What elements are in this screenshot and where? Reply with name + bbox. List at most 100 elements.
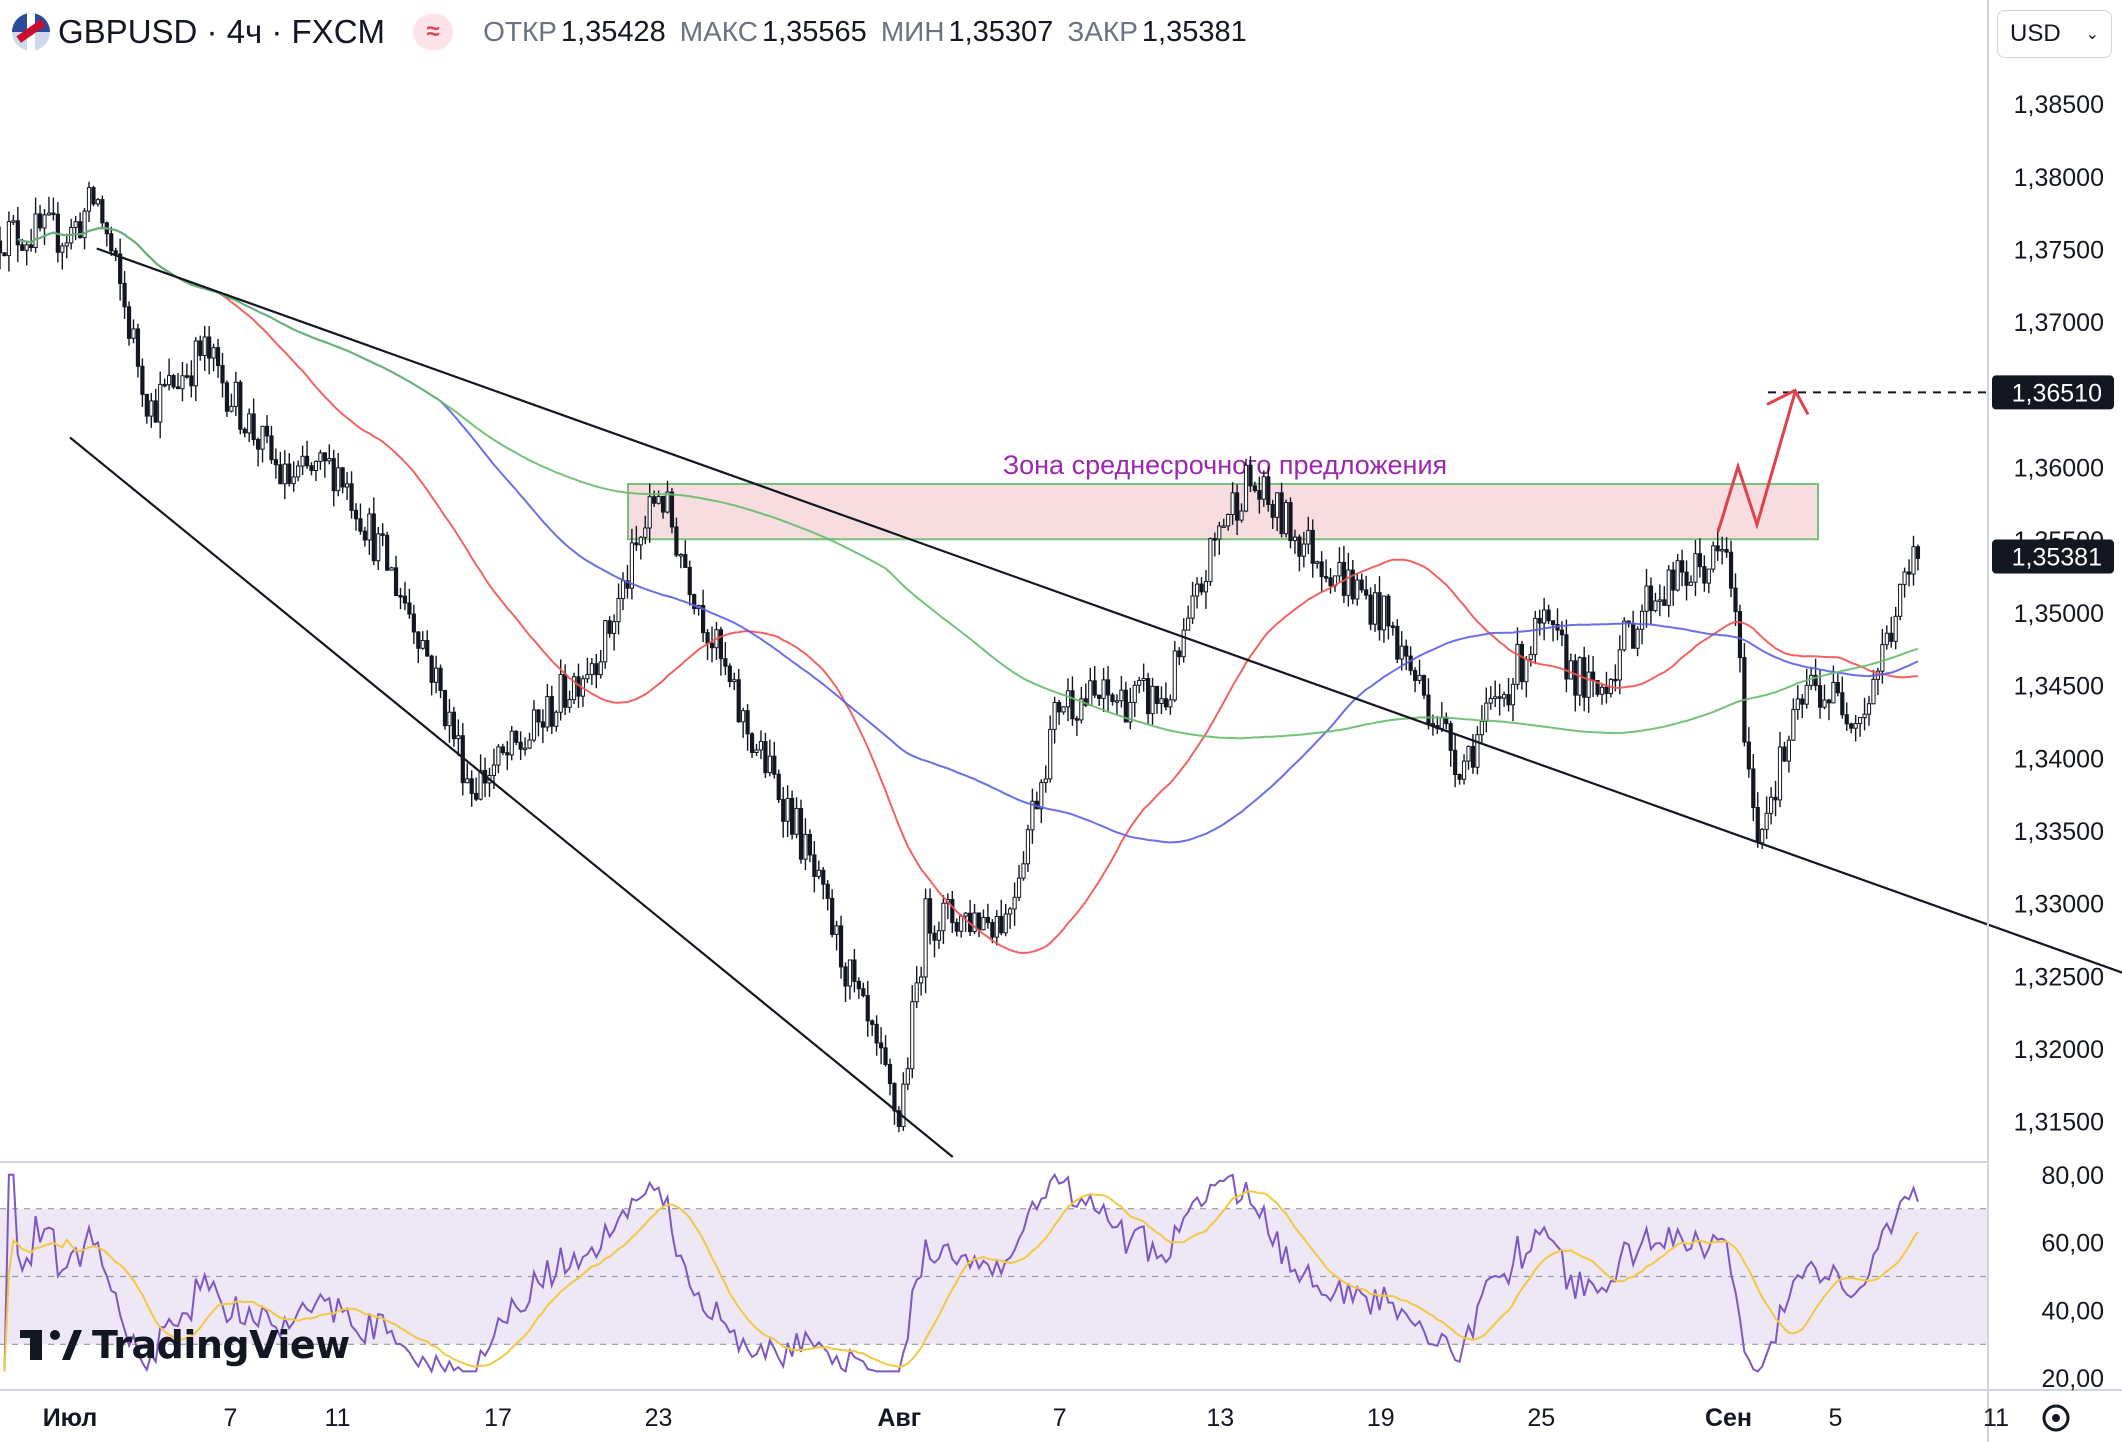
projection-arrow[interactable]	[1716, 391, 1797, 533]
candle-body	[523, 747, 528, 751]
indicator-badge[interactable]: ≈	[413, 14, 454, 50]
candle-body	[1898, 583, 1903, 617]
open-value: 1,35428	[560, 15, 666, 48]
candle-body	[589, 663, 594, 675]
candle-body	[540, 721, 545, 728]
candle-body	[1163, 698, 1169, 708]
price-pane[interactable]: Зона среднесрочного предложения	[0, 181, 2122, 1158]
rsi-tick-label: 80,00	[2041, 1162, 2104, 1190]
candle-body	[1105, 679, 1111, 696]
projection-arrowhead	[1766, 388, 1810, 416]
candle-body	[781, 799, 786, 822]
candle-body	[95, 199, 101, 205]
candle-body	[251, 413, 256, 441]
candle-body	[1399, 645, 1404, 660]
candle-body	[1510, 683, 1516, 706]
currency-selector[interactable]: USD ⌄	[1997, 10, 2112, 58]
candle-body	[1813, 674, 1818, 687]
candle-body	[1840, 692, 1845, 716]
candle-body	[1110, 694, 1115, 703]
candle-body	[420, 640, 425, 649]
candle-body	[167, 375, 172, 386]
candle-body	[1101, 679, 1106, 699]
rsi-pane[interactable]	[0, 1172, 1988, 1374]
candle-body	[135, 328, 141, 367]
candle-body	[1243, 464, 1249, 512]
candle-body	[287, 463, 292, 485]
candle-body	[162, 383, 167, 387]
candle-body	[1368, 594, 1373, 625]
candle-body	[1328, 577, 1333, 587]
candle-body	[616, 598, 621, 623]
candle-body	[1297, 536, 1302, 557]
candle-body	[1604, 686, 1609, 694]
candle-body	[1470, 745, 1476, 768]
gear-icon[interactable]	[2042, 1404, 2070, 1432]
candle-body	[816, 869, 821, 877]
candle-body	[1364, 589, 1369, 596]
candle-body	[126, 306, 132, 339]
candle-body	[1635, 628, 1640, 649]
candle-body	[1346, 569, 1351, 596]
candle-body	[6, 221, 12, 257]
candle-body	[1497, 696, 1502, 699]
candle-body	[1230, 492, 1235, 516]
candle-body	[207, 336, 212, 359]
price-tick-label: 1,34500	[2014, 673, 2104, 701]
candle-body	[1711, 545, 1716, 570]
candle-body	[1079, 698, 1084, 721]
candle-body	[1146, 678, 1151, 715]
lower-trendline[interactable]	[69, 436, 954, 1158]
tradingview-logo-text: TradingView	[92, 1323, 350, 1367]
candle-body	[865, 995, 870, 1022]
candle-body	[1408, 655, 1413, 672]
candle-body	[478, 770, 483, 800]
candle-body	[861, 988, 866, 997]
candle-body	[1684, 571, 1689, 586]
candle-body	[1190, 595, 1195, 619]
upper-trendline[interactable]	[96, 247, 2122, 976]
candle-body	[629, 542, 634, 589]
candle-body	[1310, 529, 1315, 564]
tradingview-logo[interactable]: TradingView	[20, 1323, 350, 1367]
candle-body	[1737, 611, 1743, 659]
candle-body	[1502, 694, 1507, 699]
price-tick-label: 1,35000	[2014, 600, 2104, 628]
candle-body	[380, 533, 385, 536]
candle-body	[256, 439, 261, 450]
candle-body	[1653, 600, 1658, 612]
candle-body	[238, 381, 243, 430]
candle-body	[1720, 548, 1725, 552]
symbol-header: GBPUSD · 4ч · FXCM ≈ ОТКР 1,35428 МАКС 1…	[12, 10, 1261, 54]
candle-body	[304, 455, 310, 467]
time-tick-label: 11	[1983, 1404, 2009, 1432]
candle-body	[300, 455, 305, 467]
candle-body	[656, 496, 661, 504]
candle-body	[741, 710, 746, 723]
candle-body	[438, 667, 443, 692]
candle-body	[189, 375, 194, 387]
price-tick-label: 1,38500	[2014, 91, 2104, 119]
candle-body	[1751, 768, 1756, 808]
supply-zone[interactable]	[627, 482, 1819, 541]
gear-icon-hub	[2052, 1414, 2060, 1422]
candle-body	[847, 959, 853, 987]
candle-body	[1688, 581, 1694, 586]
candle-body	[407, 602, 412, 615]
candle-body	[749, 733, 755, 753]
candle-body	[910, 1001, 915, 1070]
candle-body	[474, 792, 479, 800]
candle-body	[429, 655, 434, 683]
candle-body	[91, 187, 96, 205]
candle-body	[1542, 609, 1547, 624]
candle-body	[282, 463, 287, 485]
candle-body	[349, 483, 354, 511]
candle-body	[1782, 746, 1787, 762]
candle-body	[1639, 610, 1645, 630]
candle-body	[531, 709, 537, 741]
candle-body	[260, 425, 265, 450]
price-tick-label: 1,32000	[2014, 1036, 2104, 1064]
symbol-title[interactable]: GBPUSD · 4ч · FXCM	[58, 13, 386, 50]
candle-body	[1088, 680, 1093, 706]
